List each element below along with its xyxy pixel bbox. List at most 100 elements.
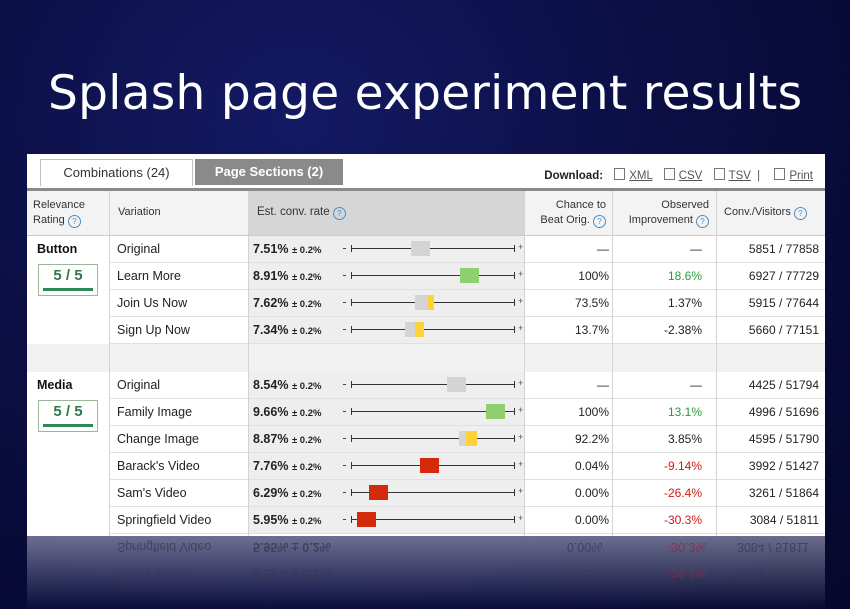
axis-plus-marker: + bbox=[518, 432, 524, 442]
download-bar: Download: XML CSV TSV | Print bbox=[544, 168, 813, 182]
table-row[interactable]: Family Image 9.66% ± 0.2% +100% 13.1% 4996 /… bbox=[109, 399, 825, 426]
variation-header: Variation bbox=[118, 206, 161, 218]
chance-to-beat: 73.5% bbox=[574, 296, 609, 310]
section-label: Media bbox=[37, 378, 73, 392]
improvement-header: Observed Improvement ? bbox=[617, 198, 709, 228]
est-conv-rate: 7.51% ± 0.2% bbox=[253, 242, 321, 256]
axis-end-tick bbox=[514, 381, 515, 388]
axis-plus-marker: + bbox=[518, 323, 524, 333]
rate-value: 8.91% bbox=[253, 269, 289, 283]
relevance-header-line1: Relevance bbox=[33, 199, 85, 211]
rating-bar bbox=[43, 288, 93, 291]
confidence-interval-box bbox=[415, 295, 429, 310]
download-tsv-link[interactable]: TSV bbox=[728, 170, 751, 182]
table-row[interactable]: Sign Up Now 7.34% ± 0.2% +13.7% -2.38% 5660 … bbox=[109, 317, 825, 344]
rate-value: 6.29% bbox=[253, 486, 289, 500]
interval-track bbox=[351, 275, 514, 276]
interval-track bbox=[351, 384, 514, 385]
relevance-rating-value: 5 / 5 bbox=[53, 267, 83, 284]
axis-end-tick bbox=[514, 462, 515, 469]
reflection-text: Sam's Video bbox=[117, 566, 187, 580]
rate-margin: ± 0.2% bbox=[291, 462, 322, 473]
variation-name[interactable]: Family Image bbox=[117, 405, 193, 419]
rate-value: 5.95% bbox=[253, 513, 289, 527]
est-rate-header-label: Est. conv. rate bbox=[257, 206, 330, 218]
axis-end-tick bbox=[514, 299, 515, 306]
est-conv-rate: 8.54% ± 0.2% bbox=[253, 378, 321, 392]
rate-margin: ± 0.2% bbox=[291, 408, 322, 419]
est-rate-header-bg bbox=[248, 191, 524, 235]
tab-combinations[interactable]: Combinations (24) bbox=[40, 159, 193, 186]
axis-plus-marker: + bbox=[518, 459, 524, 469]
interval-track bbox=[351, 329, 514, 330]
variation-name[interactable]: Change Image bbox=[117, 432, 200, 446]
tab-page-sections[interactable]: Page Sections (2) bbox=[195, 159, 343, 185]
section-separator bbox=[27, 344, 825, 372]
conv-visitors-header: Conv./Visitors ? bbox=[724, 205, 807, 220]
interval-track bbox=[351, 438, 514, 439]
variation-name[interactable]: Sam's Video bbox=[117, 486, 187, 500]
column-divider bbox=[524, 191, 525, 536]
rate-value: 9.66% bbox=[253, 405, 289, 419]
axis-minus-marker bbox=[343, 275, 346, 276]
variation-name[interactable]: Original bbox=[117, 378, 161, 392]
column-divider bbox=[716, 191, 717, 536]
variation-name[interactable]: Sign Up Now bbox=[117, 323, 190, 337]
table-row[interactable]: Join Us Now 7.62% ± 0.2% +73.5% 1.37% 5915 /… bbox=[109, 290, 825, 317]
confidence-interval-box bbox=[357, 512, 376, 527]
table-row[interactable]: Change Image 8.87% ± 0.2% +92.2% 3.85% 4595 … bbox=[109, 426, 825, 453]
help-icon[interactable]: ? bbox=[332, 207, 346, 220]
axis-minus-marker bbox=[343, 438, 346, 439]
variation-name[interactable]: Original bbox=[117, 242, 161, 256]
help-icon[interactable]: ? bbox=[593, 215, 606, 228]
rate-value: 8.87% bbox=[253, 432, 289, 446]
panel-reflection: Springfield Video 5.95% ± 0.2% 0.00% -30.3%… bbox=[27, 536, 825, 609]
reflection-text: 3261 / 51864 bbox=[737, 566, 810, 580]
est-conv-rate: 6.29% ± 0.2% bbox=[253, 486, 321, 500]
table-row[interactable]: Barack's Video 7.76% ± 0.2% +0.04% -9.14% 39… bbox=[109, 453, 825, 480]
download-xml-link[interactable]: XML bbox=[629, 170, 653, 182]
table-row[interactable]: Springfield Video 5.95% ± 0.2% +0.00% -30.3… bbox=[109, 507, 825, 534]
observed-improvement: 13.1% bbox=[667, 405, 702, 419]
improvement-header-line1: Observed bbox=[661, 199, 709, 211]
print-link[interactable]: Print bbox=[789, 170, 813, 182]
est-conv-rate: 8.91% ± 0.2% bbox=[253, 269, 321, 283]
help-icon[interactable]: ? bbox=[793, 207, 807, 220]
interval-track bbox=[351, 519, 514, 520]
variation-name[interactable]: Springfield Video bbox=[117, 513, 212, 527]
variation-name[interactable]: Join Us Now bbox=[117, 296, 188, 310]
chance-to-beat: 100% bbox=[578, 405, 609, 419]
table-row[interactable]: Original 7.51% ± 0.2% + — — 5851 / 77858 bbox=[109, 236, 825, 263]
axis-plus-marker: + bbox=[518, 513, 524, 523]
est-conv-rate: 7.34% ± 0.2% bbox=[253, 323, 321, 337]
reflection-text: 5.95% ± 0.2% bbox=[253, 540, 331, 554]
chance-header-line2: Beat Orig. bbox=[540, 214, 590, 226]
table-row[interactable]: Sam's Video 6.29% ± 0.2% +0.00% -26.4% 3261 … bbox=[109, 480, 825, 507]
variation-name[interactable]: Barack's Video bbox=[117, 459, 200, 473]
help-icon[interactable]: ? bbox=[67, 215, 81, 228]
improvement-header-line2: Improvement bbox=[628, 214, 693, 226]
conv-visitors: 5660 / 77151 bbox=[748, 323, 819, 337]
help-icon[interactable]: ? bbox=[696, 215, 709, 228]
axis-minus-marker bbox=[343, 302, 346, 303]
axis-plus-marker: + bbox=[518, 242, 524, 252]
observed-improvement: — bbox=[690, 242, 702, 256]
axis-end-tick bbox=[514, 326, 515, 333]
rate-value: 7.51% bbox=[253, 242, 289, 256]
est-rate-header[interactable]: Est. conv. rate ? bbox=[257, 205, 346, 220]
download-csv-link[interactable]: CSV bbox=[678, 170, 703, 182]
table-row[interactable]: Original 8.54% ± 0.2% + — — 4425 / 51794 bbox=[109, 372, 825, 399]
chance-to-beat: 100% bbox=[578, 269, 609, 283]
confidence-interval-box bbox=[369, 485, 388, 500]
printer-icon bbox=[774, 168, 786, 180]
table-row[interactable]: Learn More 8.91% ± 0.2% +100% 18.6% 6927 / 7… bbox=[109, 263, 825, 290]
axis-minus-marker bbox=[343, 465, 346, 466]
csv-file-icon bbox=[663, 168, 675, 180]
rate-value: 7.62% bbox=[253, 296, 289, 310]
variation-name[interactable]: Learn More bbox=[117, 269, 181, 283]
axis-minus-marker bbox=[343, 329, 346, 330]
reflection-text: Springfield Video bbox=[117, 540, 212, 554]
observed-improvement: -26.4% bbox=[663, 486, 702, 500]
rate-margin: ± 0.2% bbox=[291, 435, 322, 446]
est-rate-cell bbox=[248, 453, 524, 479]
